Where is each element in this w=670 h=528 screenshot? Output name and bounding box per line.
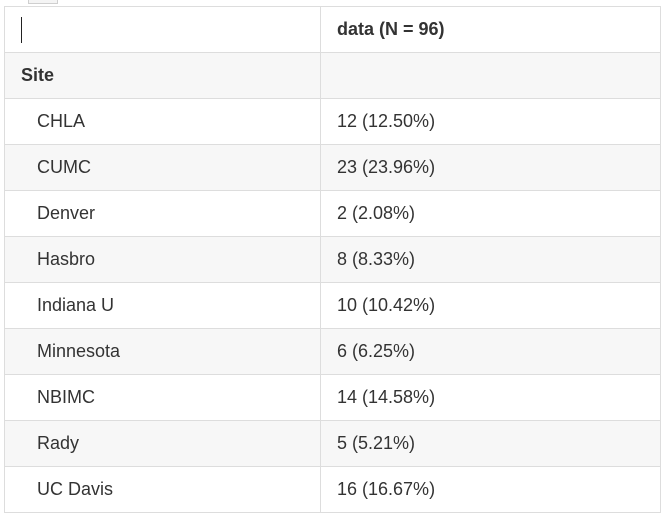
table-row: Denver 2 (2.08%) <box>4 190 661 237</box>
table-row: Rady 5 (5.21%) <box>4 420 661 467</box>
table-row: Hasbro 8 (8.33%) <box>4 236 661 283</box>
row-label: Hasbro <box>4 236 321 283</box>
row-label: NBIMC <box>4 374 321 421</box>
row-value: 5 (5.21%) <box>320 420 661 467</box>
header-cell-empty[interactable] <box>4 6 321 53</box>
row-label: Indiana U <box>4 282 321 329</box>
row-label: UC Davis <box>4 466 321 513</box>
row-label: CUMC <box>4 144 321 191</box>
row-value: 14 (14.58%) <box>320 374 661 421</box>
table-row: Minnesota 6 (6.25%) <box>4 328 661 375</box>
section-row: Site <box>4 52 661 99</box>
row-label: Denver <box>4 190 321 237</box>
row-value: 10 (10.42%) <box>320 282 661 329</box>
row-value: 12 (12.50%) <box>320 98 661 145</box>
row-value: 8 (8.33%) <box>320 236 661 283</box>
row-value: 6 (6.25%) <box>320 328 661 375</box>
row-value: 16 (16.67%) <box>320 466 661 513</box>
section-label: Site <box>4 52 321 99</box>
row-value: 2 (2.08%) <box>320 190 661 237</box>
row-value: 23 (23.96%) <box>320 144 661 191</box>
table-row: Indiana U 10 (10.42%) <box>4 282 661 329</box>
table-row: CUMC 23 (23.96%) <box>4 144 661 191</box>
table-row: NBIMC 14 (14.58%) <box>4 374 661 421</box>
row-label: Minnesota <box>4 328 321 375</box>
table-row: CHLA 12 (12.50%) <box>4 98 661 145</box>
section-value-empty <box>320 52 661 99</box>
table-row: UC Davis 16 (16.67%) <box>4 466 661 513</box>
row-label: Rady <box>4 420 321 467</box>
row-label: CHLA <box>4 98 321 145</box>
table-header-row: data (N = 96) <box>4 6 661 53</box>
scroll-tab[interactable] <box>28 0 58 4</box>
summary-table: data (N = 96) Site CHLA 12 (12.50%) CUMC… <box>4 6 661 513</box>
header-cell-data: data (N = 96) <box>320 6 661 53</box>
text-cursor <box>21 17 22 43</box>
